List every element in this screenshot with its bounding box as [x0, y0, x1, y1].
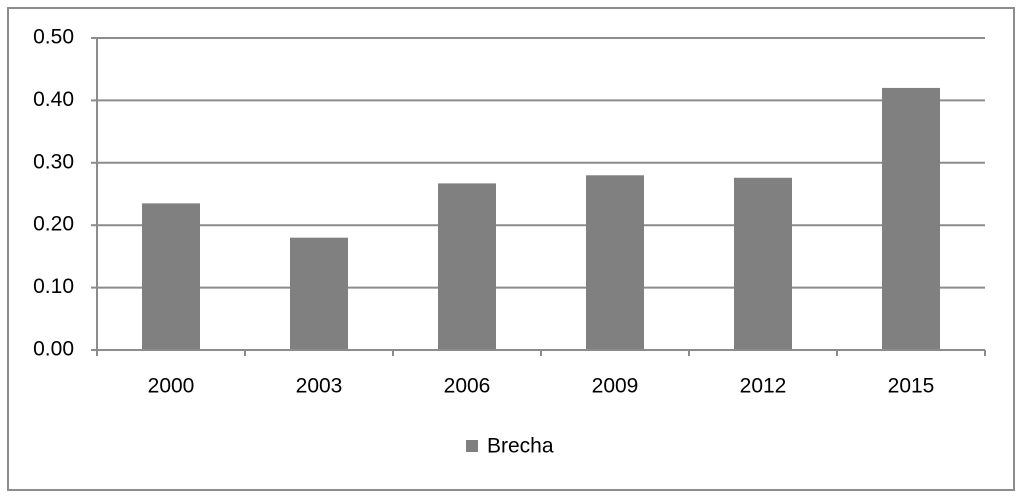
y-tick-label: 0.30	[33, 150, 74, 173]
bar	[142, 203, 200, 350]
x-tick-label: 2012	[740, 375, 787, 398]
x-tick-label: 2006	[444, 375, 491, 398]
bar	[438, 183, 496, 350]
bar	[734, 177, 792, 350]
legend-swatch	[466, 440, 478, 452]
y-tick-label: 0.10	[33, 275, 74, 298]
y-tick-label: 0.20	[33, 213, 74, 236]
bar	[290, 237, 348, 350]
x-tick-label: 2015	[888, 375, 935, 398]
x-tick-label: 2009	[592, 375, 639, 398]
legend-label: Brecha	[487, 435, 554, 458]
bar	[882, 87, 940, 351]
y-tick-label: 0.50	[33, 26, 74, 49]
x-tick-label: 2003	[296, 375, 343, 398]
y-tick-label: 0.00	[33, 338, 74, 361]
x-tick-label: 2000	[148, 375, 195, 398]
bar	[586, 175, 644, 350]
y-tick-label: 0.40	[33, 88, 74, 111]
